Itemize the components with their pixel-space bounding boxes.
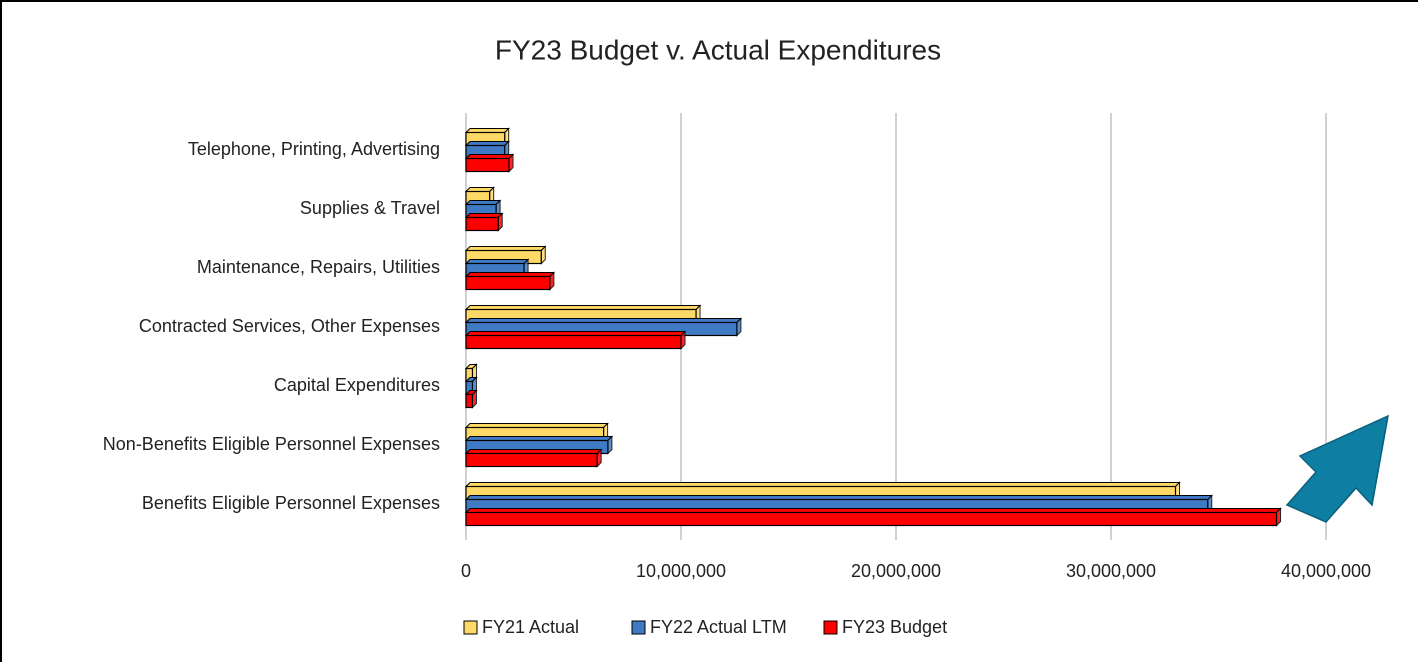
bar-top [464,128,510,133]
bar-top [464,423,609,428]
plot: 0 10,000,000 20,000,000 30,000,000 40,000,00… [103,113,1371,637]
bar-top [464,449,603,454]
legend-swatch [631,620,646,635]
bar-top [464,154,515,159]
bar [465,275,551,291]
y-tick-label: Supplies & Travel [300,198,440,218]
bar-top [464,495,1213,500]
y-tick-label: Capital Expenditures [274,375,440,395]
bar-top [464,213,504,218]
bar-top [464,305,702,310]
legend-label: FY23 Budget [842,617,947,637]
bar-top [464,436,614,441]
bar-top [464,331,687,336]
bar-top [464,482,1181,487]
bar-top [464,246,547,251]
x-tick-label: 40,000,000 [1281,561,1371,581]
legend-label: FY22 Actual LTM [650,617,787,637]
bar-top [464,141,510,146]
bar [465,157,510,173]
bar-top [464,200,502,205]
y-tick-label: Benefits Eligible Personnel Expenses [142,493,440,513]
bar-top [464,272,556,277]
y-tick-label: Maintenance, Repairs, Utilities [197,257,440,277]
x-tick-label: 20,000,000 [851,561,941,581]
chart-title: FY23 Budget v. Actual Expenditures [495,34,941,65]
bar-top [464,508,1282,513]
y-tick-label: Contracted Services, Other Expenses [139,316,440,336]
bar-top [464,187,495,192]
bar [465,393,474,409]
x-tick-label: 10,000,000 [636,561,726,581]
legend-swatch [823,620,838,635]
y-tick-label: Telephone, Printing, Advertising [188,139,440,159]
legend-swatch [463,620,478,635]
bar [465,216,499,232]
x-tick-label: 30,000,000 [1066,561,1156,581]
legend-label: FY21 Actual [482,617,579,637]
bar [465,334,682,350]
x-tick-label: 0 [461,561,471,581]
bar-top [464,318,743,323]
arrow [1285,414,1389,523]
y-tick-label: Non-Benefits Eligible Personnel Expenses [103,434,440,454]
bar [465,511,1278,527]
bar-top [464,259,530,264]
bar [465,452,598,468]
